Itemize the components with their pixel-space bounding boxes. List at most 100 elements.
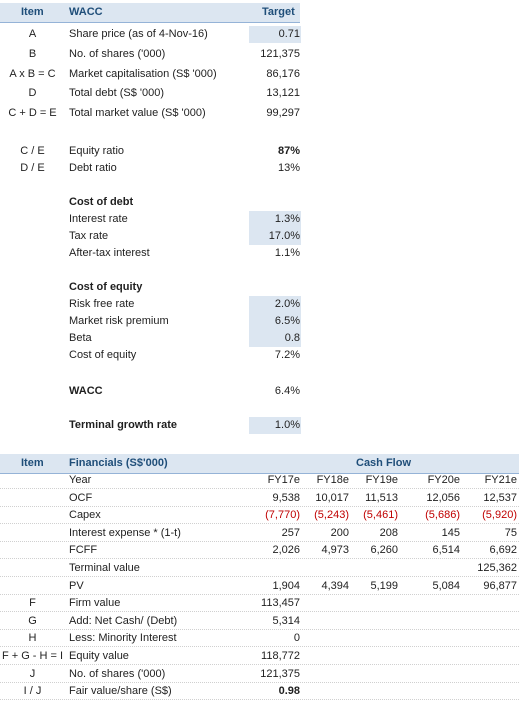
financials-cell-fy18e: 4,394 [321,580,349,592]
financials-row-label: Equity value [69,650,129,662]
wacc-row-label: Equity ratio [69,145,125,157]
financials-cell-fy19e: (5,461) [363,509,398,521]
row-separator [0,699,519,700]
financials-item-code: F [29,597,36,609]
wacc-item-code: C / E [20,145,45,157]
financials-cell-fy17e: 118,772 [261,650,300,662]
financials-cell-fy17e: (7,770) [265,509,300,521]
financials-cell-fy20e: (5,686) [425,509,460,521]
wacc-row-label: Cost of equity [69,349,137,361]
wacc-row-label: Tax rate [69,230,109,242]
wacc-row-value: 13% [277,162,300,174]
financials-item-code: H [28,632,37,644]
wacc-row-label: Market risk premium [69,315,169,327]
financials-cell-fy17e: 9,538 [272,492,300,504]
financials-cell-fy17e: 5,314 [272,615,300,627]
wacc-row-label: Total market value (S$ '000) [69,107,206,119]
wacc-row-value: 0.8 [284,332,300,344]
financials-row-label: Capex [69,509,101,521]
wacc-item-code: D / E [20,162,45,174]
financials-cell-fy20e: FY20e [427,474,460,486]
financials-cell-fy17e: 1,904 [272,580,300,592]
input-cell-shade [249,417,301,434]
financials-cell-fy19e: FY19e [365,474,398,486]
wacc-header-title: WACC [69,6,103,18]
wacc-item-code: B [28,48,37,60]
financials-cell-fy21e: 75 [504,527,517,539]
financials-cell-fy18e: 200 [330,527,349,539]
input-cell-shade [249,313,301,330]
financials-cell-fy17e: 121,375 [260,668,300,680]
financials-cell-fy17e: 257 [281,527,300,539]
financials-cell-fy21e: 12,537 [483,492,517,504]
financials-header-item: Item [21,457,44,469]
wacc-row-value: 6.5% [274,315,300,327]
wacc-row-label: Debt ratio [69,162,117,174]
wacc-row-value: 2.0% [274,298,300,310]
wacc-header-row: Item WACC Target [0,3,300,23]
row-separator [0,646,519,647]
wacc-header-target: Target [262,6,295,18]
financials-row-label: Firm value [69,597,121,609]
financials-cell-fy21e: (5,920) [482,509,517,521]
wacc-row-label: After-tax interest [69,247,150,259]
financials-cell-fy18e: (5,243) [314,509,349,521]
wacc-row-label: Beta [69,332,92,344]
input-cell-shade [249,296,301,313]
wacc-row-label: Market capitalisation (S$ '000) [69,68,217,80]
financials-cell-fy17e: 2,026 [272,544,300,556]
wacc-item-code: A x B = C [9,68,56,80]
financials-cell-fy20e: 6,514 [432,544,460,556]
financials-header-cashflow: Cash Flow [356,457,412,469]
financials-cell-fy21e: 96,877 [483,580,517,592]
wacc-row-value: 0.71 [278,28,300,40]
wacc-row-value: 1.0% [274,419,300,431]
financials-header-row: Item Financials (S$'000) Cash Flow [0,454,519,474]
financials-cell-fy18e: 4,973 [321,544,349,556]
financials-cell-fy17e: 0 [293,632,300,644]
financials-cell-fy19e: 6,260 [370,544,398,556]
financials-cell-fy19e: 208 [379,527,398,539]
wacc-item-code: D [28,87,37,99]
cost-of-debt-title: Cost of debt [69,196,134,208]
financials-item-code: J [29,668,36,680]
wacc-row-value: 121,375 [260,48,300,60]
wacc-row-value: 99,297 [266,107,300,119]
input-cell-shade [249,26,301,43]
wacc-header-item: Item [21,6,44,18]
financials-cell-fy18e: FY18e [316,474,349,486]
financials-row-label: Terminal value [69,562,140,574]
wacc-row-value: 1.1% [274,247,300,259]
wacc-row-label: Share price (as of 4-Nov-16) [69,28,208,40]
input-cell-shade [249,228,301,245]
row-separator [0,682,519,683]
financials-cell-fy20e: 145 [441,527,460,539]
financials-item-code: I / J [23,685,42,697]
wacc-row-label: Interest rate [69,213,128,225]
financials-cell-fy20e: 5,084 [432,580,460,592]
financials-row-label: No. of shares ('000) [69,668,166,680]
financials-cell-fy21e: 6,692 [489,544,517,556]
financials-cell-fy21e: 125,362 [477,562,517,574]
financials-header-title: Financials (S$'000) [69,457,168,469]
financials-row-label: Interest expense * (1-t) [69,527,181,539]
financials-cell-fy18e: 10,017 [315,492,349,504]
wacc-row-value: 86,176 [266,68,300,80]
financials-row-label: Less: Minority Interest [69,632,177,644]
wacc-row-label: Risk free rate [69,298,135,310]
cost-of-equity-title: Cost of equity [69,281,143,293]
financials-row-label: Year [69,474,92,486]
row-separator [0,629,519,630]
financials-cell-fy17e: 113,457 [261,597,300,609]
row-separator [0,594,519,595]
wacc-row-value: 6.4% [274,385,300,397]
row-separator [0,576,519,577]
input-cell-shade [249,211,301,228]
financials-row-label: FCFF [69,544,98,556]
financials-row-label: Add: Net Cash/ (Debt) [69,615,178,627]
financials-cell-fy17e: 0.98 [278,685,300,697]
financials-item-code: F + G - H = I [1,650,64,662]
wacc-item-code: A [28,28,37,40]
wacc-row-value: 13,121 [266,87,300,99]
row-separator [0,541,519,542]
